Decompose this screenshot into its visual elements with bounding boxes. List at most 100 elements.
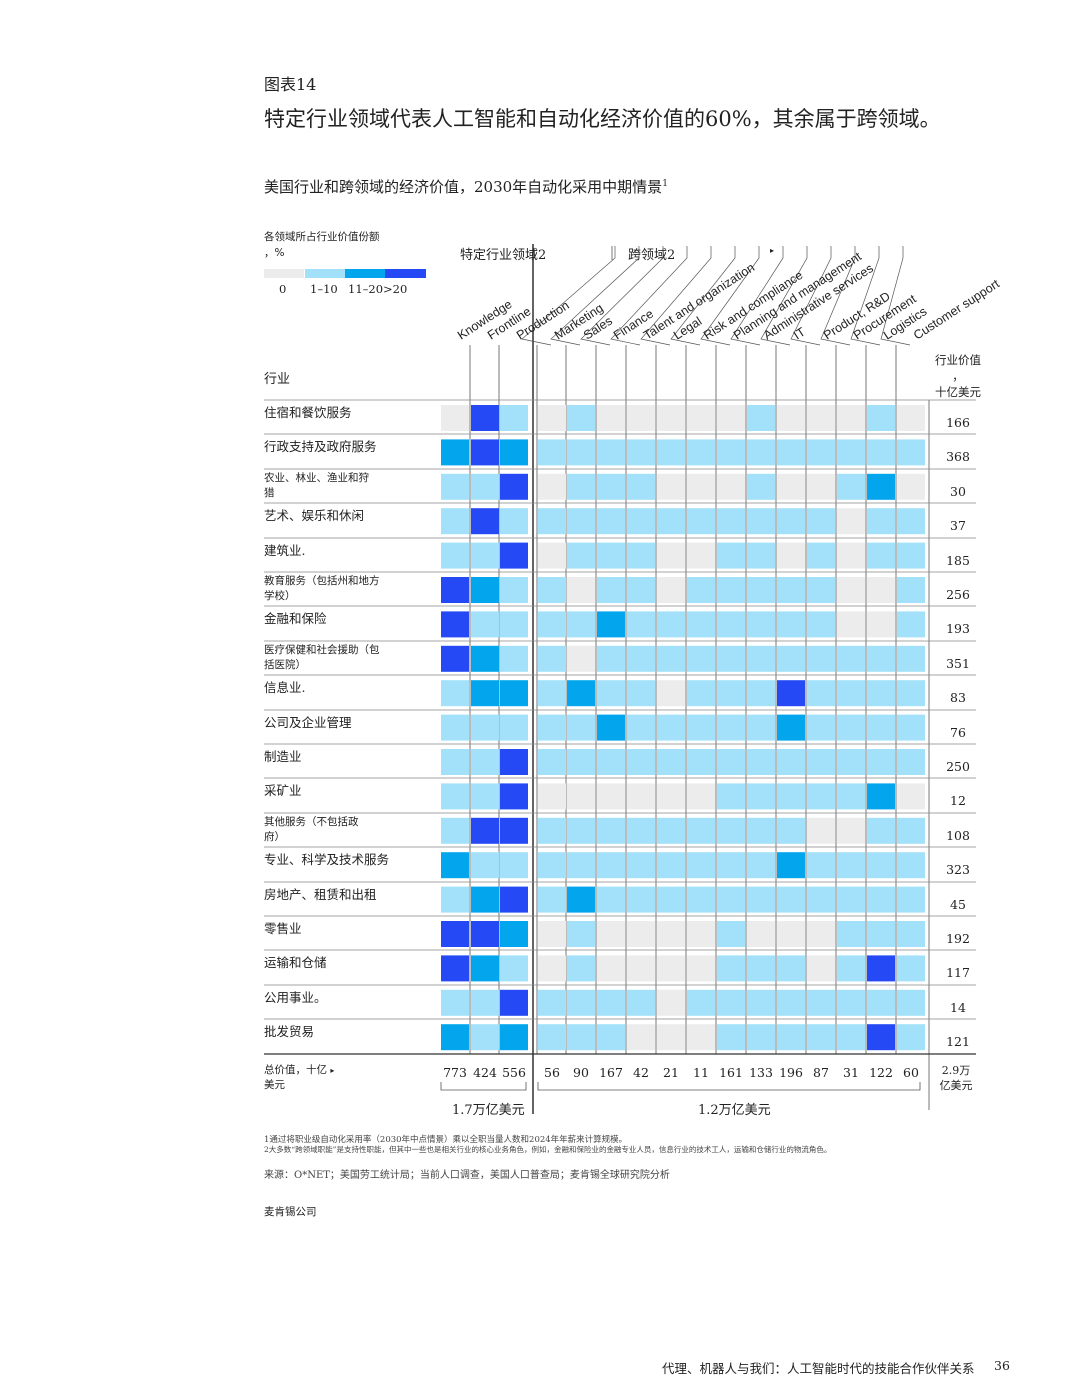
cell-r14-c14 — [867, 886, 895, 913]
cell-r13-c8 — [687, 852, 715, 879]
cell-r9-c15 — [897, 714, 925, 741]
cell-r16-c14 — [867, 955, 895, 982]
cell-r2-c3 — [538, 473, 566, 500]
cell-r2-c9 — [717, 473, 745, 500]
cell-r4-c4 — [567, 542, 595, 569]
cell-r16-c3 — [538, 955, 566, 982]
footer-title: 代理、机器人与我们：人工智能时代的技能合作伙伴关系 — [662, 1361, 975, 1376]
cell-r11-c13 — [837, 783, 865, 810]
cell-r4-c6 — [627, 542, 655, 569]
totals-arrow-icon: ▸ — [330, 1066, 335, 1075]
cell-r15-c9 — [717, 921, 745, 947]
row-value: 351 — [946, 655, 970, 671]
cell-r6-c10 — [747, 611, 775, 638]
cell-r17-c1 — [471, 989, 499, 1016]
cell-r3-c6 — [627, 508, 655, 535]
cell-r1-c5 — [597, 439, 625, 466]
cell-r14-c9 — [717, 886, 745, 913]
value-header-line2: ， — [952, 369, 964, 383]
cell-r12-c0 — [441, 817, 469, 844]
cell-r13-c2 — [500, 852, 528, 879]
cell-r3-c15 — [897, 508, 925, 535]
cell-r10-c4 — [567, 749, 595, 775]
column-leader-line — [521, 246, 616, 346]
cell-r0-c8 — [687, 405, 715, 431]
cell-r5-c8 — [687, 577, 715, 603]
row-value: 192 — [946, 931, 970, 946]
cell-r15-c12 — [807, 921, 835, 947]
cell-r4-c8 — [687, 542, 715, 569]
cell-r5-c4 — [567, 577, 595, 603]
cell-r11-c10 — [747, 783, 775, 810]
row-label: 专业、科学及技术服务 — [264, 852, 390, 868]
legend-swatch-zero — [264, 269, 304, 278]
cell-r15-c15 — [897, 921, 925, 947]
cell-r12-c6 — [627, 817, 655, 844]
column-total: 56 — [544, 1065, 560, 1080]
cell-r18-c3 — [538, 1024, 566, 1051]
cell-r5-c11 — [777, 577, 805, 603]
cell-r6-c0 — [441, 611, 469, 638]
cell-r13-c5 — [597, 852, 625, 879]
cell-r2-c10 — [747, 473, 775, 500]
cell-r9-c12 — [807, 714, 835, 741]
cell-r7-c4 — [567, 645, 595, 672]
cell-r12-c15 — [897, 817, 925, 844]
cell-r18-c4 — [567, 1024, 595, 1051]
cell-r7-c15 — [897, 645, 925, 672]
cell-r7-c11 — [777, 645, 805, 672]
cell-r14-c2 — [500, 886, 528, 913]
cell-r2-c13 — [837, 473, 865, 500]
cell-r12-c7 — [657, 817, 685, 844]
cell-r18-c2 — [500, 1024, 528, 1051]
cell-r18-c11 — [777, 1024, 805, 1051]
column-leader-line — [880, 246, 911, 346]
cell-r6-c4 — [567, 611, 595, 638]
cell-r17-c6 — [627, 989, 655, 1016]
cell-r8-c0 — [441, 680, 469, 707]
cell-r13-c10 — [747, 852, 775, 879]
page-number: 36 — [994, 1358, 1010, 1373]
row-label: 信息业. — [264, 680, 306, 696]
totals-sum-line1: 2.9万 — [941, 1064, 971, 1077]
cell-r0-c3 — [538, 405, 566, 431]
cell-r3-c7 — [657, 508, 685, 535]
cell-r3-c3 — [538, 508, 566, 535]
row-value: 37 — [950, 518, 966, 534]
column-total: 31 — [843, 1065, 859, 1080]
cell-r15-c7 — [657, 921, 685, 947]
cell-r17-c4 — [567, 989, 595, 1016]
column-total: 11 — [693, 1065, 709, 1080]
column-leader-line — [640, 246, 712, 346]
cell-r4-c11 — [777, 542, 805, 569]
row-label: 公司及企业管理 — [264, 714, 352, 730]
totals-sum-line2: 亿美元 — [939, 1079, 973, 1092]
row-value: 166 — [946, 415, 970, 430]
row-value: 83 — [950, 690, 966, 706]
row-value: 108 — [946, 827, 970, 843]
cell-r7-c8 — [687, 645, 715, 672]
row-value: 117 — [946, 965, 970, 981]
column-total: 42 — [633, 1065, 649, 1080]
cell-r7-c10 — [747, 645, 775, 672]
cell-r1-c9 — [717, 439, 745, 466]
cell-r3-c9 — [717, 508, 745, 535]
cell-r2-c6 — [627, 473, 655, 500]
cell-r1-c4 — [567, 439, 595, 466]
cell-r12-c9 — [717, 817, 745, 844]
cell-r16-c9 — [717, 955, 745, 982]
cell-r8-c15 — [897, 680, 925, 707]
cell-r17-c2 — [500, 989, 528, 1016]
cell-r10-c10 — [747, 749, 775, 775]
cell-r1-c10 — [747, 439, 775, 466]
cell-r5-c6 — [627, 577, 655, 603]
column-total: 133 — [749, 1065, 773, 1080]
totals-label: 总价值，十亿 ▸ 美元 — [264, 1063, 334, 1093]
row-value: 256 — [946, 587, 970, 602]
cell-r1-c7 — [657, 439, 685, 466]
legend-swatch-high — [385, 269, 426, 278]
cell-r12-c8 — [687, 817, 715, 844]
cell-r9-c6 — [627, 714, 655, 741]
cell-r9-c1 — [471, 714, 499, 741]
column-total: 122 — [869, 1065, 893, 1080]
